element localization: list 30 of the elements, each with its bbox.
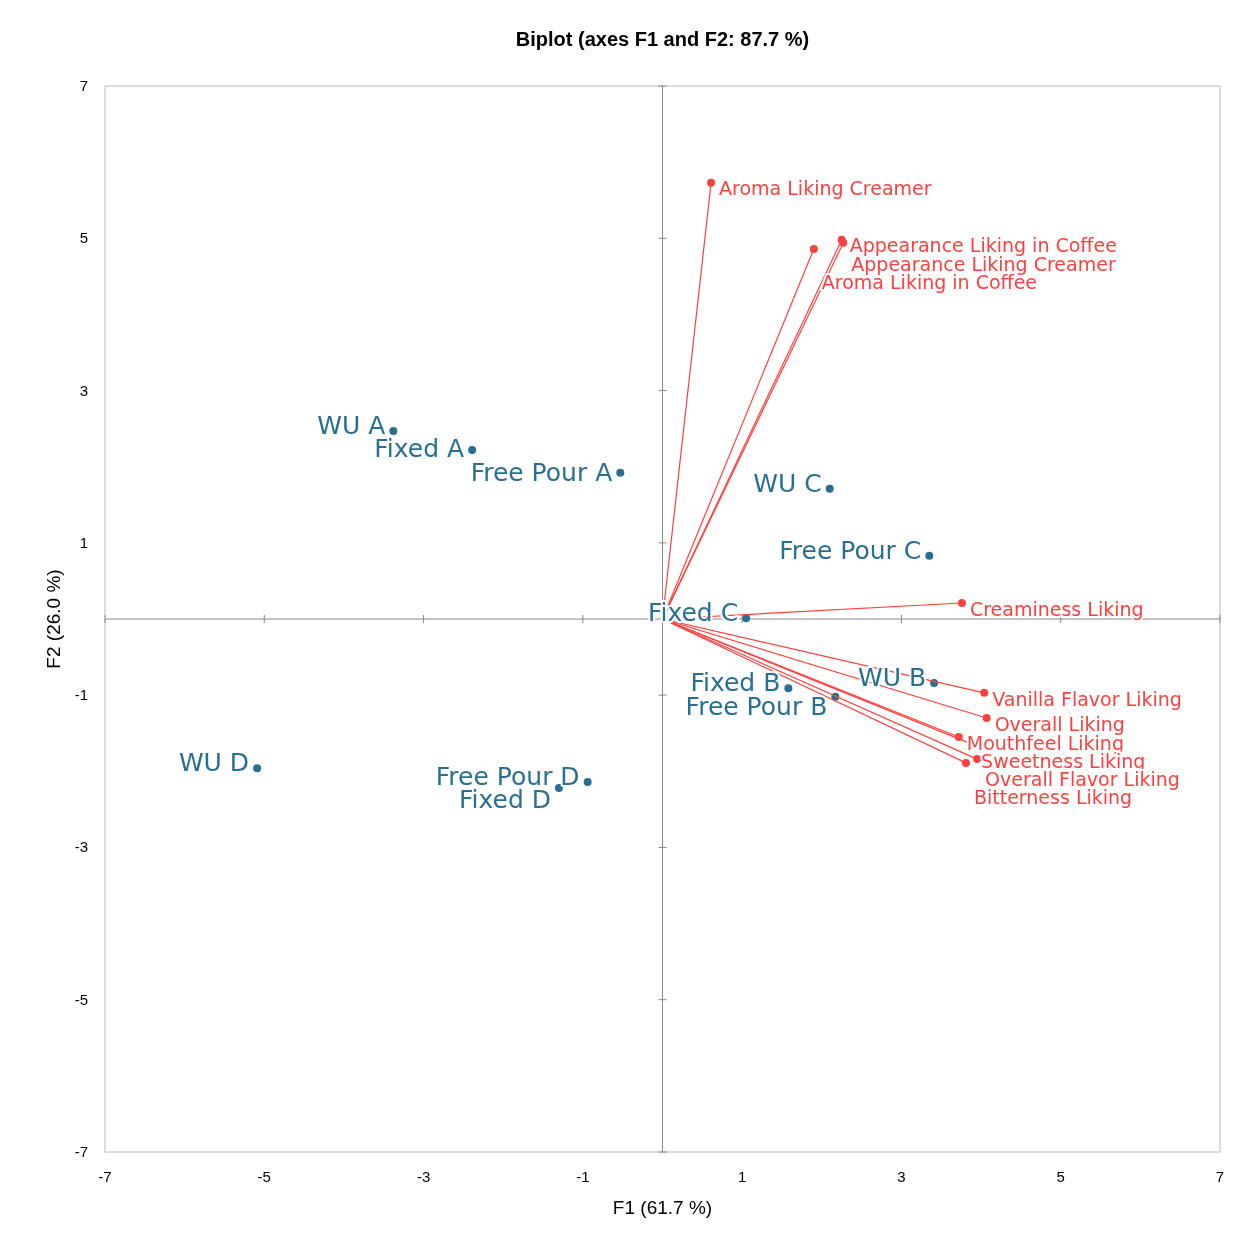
x-tick-label: -3 xyxy=(416,1168,431,1185)
x-tick-label: 3 xyxy=(897,1168,906,1185)
x-tick-label: -7 xyxy=(98,1168,112,1185)
y-tick-label: -5 xyxy=(74,990,88,1008)
annotation: Free Pour C xyxy=(779,535,922,565)
y-tick-label: 3 xyxy=(79,381,88,399)
y-axis-title: F2 (26.0 %) xyxy=(43,569,64,669)
annotation: Creaminess Liking xyxy=(969,597,1144,620)
annotation: Fixed D xyxy=(458,785,551,815)
annotation: WU C xyxy=(753,468,822,498)
x-tick-label: -5 xyxy=(257,1168,271,1185)
x-axis-title: F1 (61.7 %) xyxy=(612,1197,713,1218)
x-tick-label: 1 xyxy=(737,1168,747,1185)
annotation: Free Pour A xyxy=(470,458,613,488)
y-tick-label: 7 xyxy=(79,77,88,94)
annotation: Vanilla Flavor Liking xyxy=(992,687,1182,710)
x-tick-label: 7 xyxy=(1215,1168,1225,1185)
y-tick-label: -7 xyxy=(74,1143,88,1160)
y-tick-label: -3 xyxy=(74,838,88,856)
chart-title: Biplot (axes F1 and F2: 87.7 %) xyxy=(515,28,810,50)
y-tick-label: 5 xyxy=(79,229,88,247)
x-tick-label: -1 xyxy=(576,1168,590,1185)
annotation: Aroma Liking Creamer xyxy=(719,177,932,200)
annotation: Bitterness Liking xyxy=(973,785,1133,808)
x-tick-label: 5 xyxy=(1056,1168,1065,1185)
annotation: Overall Liking xyxy=(994,712,1125,735)
annotation: WU D xyxy=(178,747,250,777)
annotation: Appearance Liking in Coffee xyxy=(849,234,1117,257)
y-tick-label: 1 xyxy=(79,533,88,551)
y-tick-label: -1 xyxy=(74,686,88,704)
